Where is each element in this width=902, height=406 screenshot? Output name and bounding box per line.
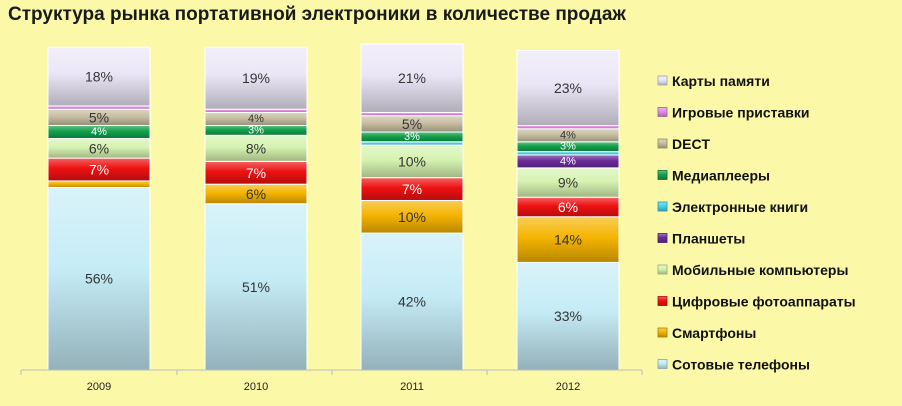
legend-label: DECT — [672, 136, 711, 152]
bar-segment — [204, 46, 308, 110]
legend-label: Медиаплееры — [672, 168, 770, 184]
data-label: 3% — [404, 131, 420, 143]
bar-segment — [360, 43, 464, 113]
data-label: 6% — [246, 186, 266, 202]
data-label: 14% — [554, 232, 582, 248]
data-label: 33% — [554, 308, 582, 324]
legend-swatch — [657, 233, 668, 243]
bar-segment — [360, 232, 464, 371]
data-label: 5% — [402, 116, 422, 132]
chart-title: Структура рынка портативной электроники … — [8, 4, 626, 25]
legend-swatch — [657, 170, 668, 180]
bars-group: 56%7%6%4%5%18%51%6%7%8%3%4%19%42%10%7%10… — [47, 43, 620, 371]
data-label: 9% — [558, 175, 578, 191]
data-label: 21% — [398, 70, 426, 86]
legend-swatch — [657, 75, 668, 86]
data-label: 18% — [85, 69, 113, 85]
legend-swatch — [657, 138, 668, 149]
data-label: 6% — [89, 140, 109, 156]
data-label: 51% — [242, 279, 270, 295]
legend-swatch — [657, 264, 668, 275]
legend-label: Цифровые фотоаппараты — [672, 294, 856, 310]
x-axis: 2009 2010 2011 2012 — [20, 369, 643, 393]
data-label: 10% — [398, 153, 426, 169]
legend-swatch — [657, 201, 668, 212]
data-label: 7% — [89, 162, 109, 178]
data-label: 4% — [248, 113, 264, 125]
bar-segment — [360, 144, 464, 179]
data-label: 8% — [246, 140, 266, 156]
x-tick-label: 2012 — [556, 381, 580, 393]
data-label: 6% — [558, 199, 578, 215]
legend-label: Карты памяти — [672, 73, 770, 89]
x-tick-label: 2010 — [244, 381, 268, 393]
legend-swatch — [657, 296, 668, 306]
data-label: 10% — [398, 209, 426, 225]
bar-segment — [360, 199, 464, 234]
legend-label: Сотовые телефоны — [672, 357, 810, 373]
data-label: 5% — [89, 109, 109, 125]
bar-segment — [47, 186, 151, 371]
data-label: 23% — [554, 80, 582, 96]
data-label: 3% — [248, 124, 264, 136]
legend-swatch — [657, 107, 668, 117]
data-label: 7% — [402, 181, 422, 197]
data-label: 42% — [398, 294, 426, 310]
data-label: 19% — [242, 70, 270, 86]
bar-segment — [516, 167, 620, 198]
legend-label: Смартфоны — [672, 325, 756, 341]
legend-label: Игровые приставки — [672, 105, 810, 121]
bar-segment — [47, 180, 151, 188]
legend: Карты памяти Игровые приставки DECT Медиапл… — [657, 73, 856, 373]
bar-segment — [204, 134, 308, 162]
legend-label: Электронные книги — [672, 199, 808, 215]
legend-label: Мобильные компьютеры — [672, 262, 848, 278]
x-tick-label: 2011 — [400, 381, 424, 393]
legend-swatch — [657, 359, 668, 369]
data-label: 7% — [246, 165, 266, 181]
bar-segment — [516, 216, 620, 263]
data-label: 4% — [560, 129, 576, 141]
legend-label: Планшеты — [672, 231, 745, 247]
data-label: 4% — [91, 126, 107, 138]
data-label: 4% — [560, 155, 576, 167]
x-tick-label: 2009 — [87, 381, 111, 393]
legend-swatch — [657, 327, 668, 338]
bar-segment — [47, 46, 151, 107]
data-label: 3% — [560, 141, 576, 153]
data-label: 56% — [85, 271, 113, 287]
bar-segment — [516, 50, 620, 127]
bar-segment — [204, 203, 308, 371]
